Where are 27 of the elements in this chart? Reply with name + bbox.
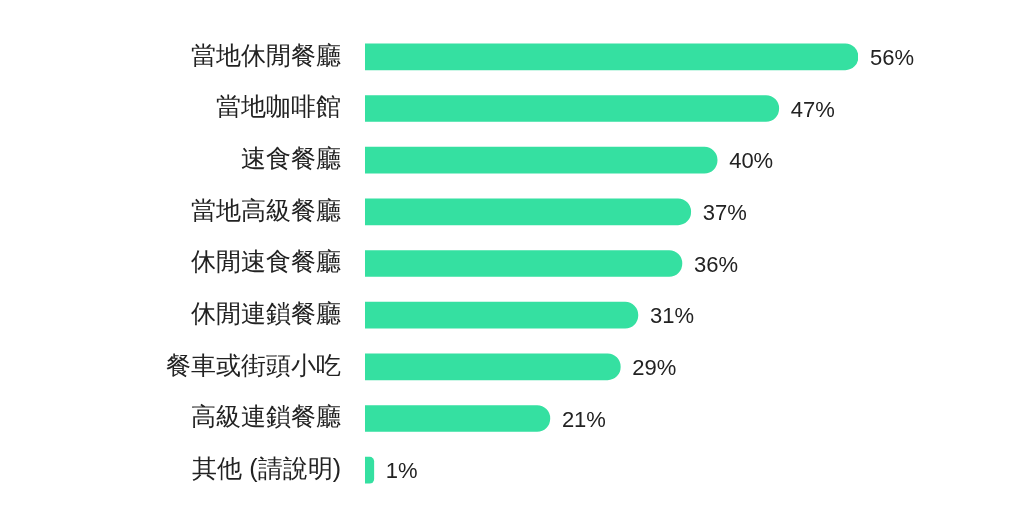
data-label: 37% — [702, 199, 747, 225]
y-tick-label: 休閒連鎖餐廳 — [191, 299, 341, 328]
data-label: 56% — [870, 44, 915, 70]
bar — [365, 198, 692, 226]
bar — [365, 43, 858, 71]
data-label: 1% — [385, 458, 418, 484]
data-label: 47% — [790, 96, 835, 122]
y-tick-label: 餐車或街頭小吃 — [166, 350, 341, 379]
y-tick-label: 休閒速食餐廳 — [191, 247, 341, 276]
bar — [365, 95, 780, 122]
bar — [365, 250, 683, 277]
bar — [365, 353, 621, 381]
y-tick-label: 其他 (請說明) — [192, 454, 341, 483]
data-label: 21% — [561, 406, 606, 432]
data-label: 40% — [729, 148, 774, 174]
data-label: 31% — [649, 303, 694, 329]
bar — [365, 301, 639, 329]
bar — [365, 146, 718, 174]
y-tick-label: 速食餐廳 — [241, 144, 341, 173]
y-tick-label: 當地咖啡館 — [216, 92, 341, 121]
y-tick-label: 當地高級餐廳 — [191, 195, 341, 224]
bar — [365, 456, 375, 484]
y-tick-label: 當地休閒餐廳 — [191, 40, 341, 69]
y-tick-label: 高級連鎖餐廳 — [191, 402, 341, 431]
data-label: 36% — [693, 251, 738, 277]
data-label: 29% — [632, 354, 677, 380]
bar — [365, 405, 551, 432]
